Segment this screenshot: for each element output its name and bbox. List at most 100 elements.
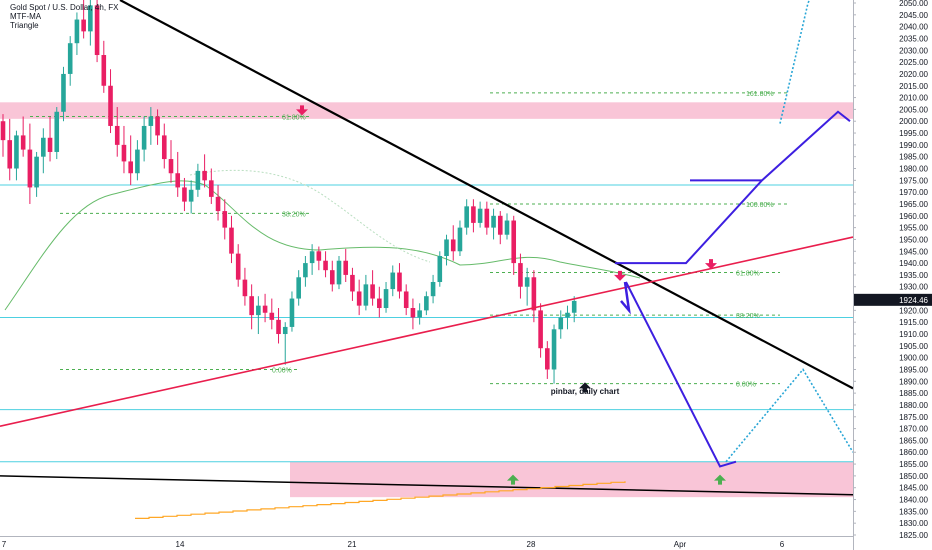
price-tick-label: 1995.00 (899, 129, 928, 138)
price-tick-label: 1840.00 (899, 496, 928, 505)
candle-body (256, 305, 261, 316)
pinbar-arrow-icon (579, 382, 591, 393)
candle-body (74, 19, 80, 44)
sell-arrow-icon (296, 105, 308, 116)
price-tick-label: 1890.00 (899, 377, 928, 386)
sell-arrow-icon (614, 270, 626, 281)
price-tick-label: 2035.00 (899, 34, 928, 43)
candle-body (323, 260, 328, 271)
candle-body (128, 161, 133, 174)
candle-body (444, 239, 449, 256)
candle-body (511, 220, 517, 264)
price-tick-label: 1850.00 (899, 472, 928, 481)
price-tick-label: 2030.00 (899, 46, 928, 55)
candle-body (484, 208, 490, 228)
ascending-trendline (0, 236, 854, 428)
candle-body (558, 317, 564, 330)
last-price-label: 1924.46 (899, 296, 928, 305)
price-tick-label: 2020.00 (899, 70, 928, 79)
candle-body (0, 121, 6, 141)
candle-body (47, 137, 53, 152)
price-tick-label: 2045.00 (899, 11, 928, 20)
candle-body (571, 300, 577, 313)
indicator-triangle[interactable]: Triangle (10, 21, 39, 30)
resistance-zone (0, 102, 853, 119)
candle-body (390, 272, 396, 290)
candle-body (504, 220, 510, 235)
fib-label: 161.80% (746, 91, 774, 98)
candle-body (437, 255, 443, 283)
candle-body (121, 144, 127, 162)
candle-body (343, 260, 349, 275)
chart-legend: Gold Spot / U.S. Dollar, 4h, FX MTF-MA T… (10, 3, 119, 30)
candle-body (309, 251, 315, 264)
candle-body (148, 116, 154, 126)
projection-paths (615, 0, 854, 468)
candle-body (329, 270, 335, 285)
candle-body (249, 296, 254, 316)
price-tick-label: 1960.00 (899, 212, 928, 221)
bullish-projection (615, 110, 851, 265)
indicator-mtf-ma[interactable]: MTF-MA (10, 12, 42, 21)
price-tick-label: 1920.00 (899, 306, 928, 315)
candle-body (101, 55, 107, 86)
candle-body (383, 289, 389, 309)
support-zone (290, 461, 853, 498)
price-tick-label: 2005.00 (899, 105, 928, 114)
price-tick-label: 1835.00 (899, 507, 928, 516)
price-tick-label: 1980.00 (899, 165, 928, 174)
price-tick-label: 1900.00 (899, 354, 928, 363)
candle-body (215, 196, 221, 212)
price-tick-label: 1870.00 (899, 425, 928, 434)
dotted-bounce-path (725, 368, 854, 463)
time-axis[interactable]: 7 14 21 28 Apr 6 (0, 536, 853, 550)
candle-body (34, 156, 39, 188)
candle-body (538, 310, 543, 349)
candle-body (61, 73, 66, 112)
price-tick-label: 1905.00 (899, 342, 928, 351)
candle-body (370, 284, 375, 299)
price-tick-label: 1915.00 (899, 318, 928, 327)
price-tick-label: 1950.00 (899, 235, 928, 244)
price-tick-label: 1935.00 (899, 271, 928, 280)
price-tick-label: 1875.00 (899, 413, 928, 422)
candle-body (296, 277, 301, 299)
candle-body (363, 284, 369, 306)
candle-body (450, 239, 456, 252)
candle-body (202, 170, 207, 181)
price-axis[interactable]: 2050.00 2045.00 2040.00 2035.00 2030.00 2025.… (853, 0, 932, 550)
time-tick-label: 21 (348, 540, 357, 549)
candle-body (289, 298, 295, 327)
candle-body (54, 111, 60, 152)
horizontal-levels (0, 184, 853, 463)
buy-arrow-icon (507, 474, 519, 485)
signal-arrows (296, 105, 726, 485)
price-tick-label: 1985.00 (899, 153, 928, 162)
price-tick-label: 1940.00 (899, 259, 928, 268)
candle-body (464, 206, 469, 228)
price-tick-label: 1825.00 (899, 531, 928, 540)
time-tick-label: 6 (780, 540, 785, 549)
candle-body (524, 277, 530, 287)
price-tick-label: 1975.00 (899, 176, 928, 185)
candle-body (175, 173, 181, 188)
price-tick-label: 1990.00 (899, 141, 928, 150)
bearish-projection (625, 281, 737, 468)
fib-label: 0.00% (272, 367, 292, 374)
price-tick-label: 1970.00 (899, 188, 928, 197)
lower-trendline (0, 475, 854, 496)
candle-body (188, 189, 194, 202)
fibonacci-levels: 61.80% 38.20% 0.00% 161.80% 100.00% 61.80% 38.… (30, 91, 790, 389)
fib-label: 38.20% (736, 313, 760, 320)
price-tick-label: 1860.00 (899, 448, 928, 457)
candle-body (457, 227, 463, 252)
price-tick-label: 1910.00 (899, 330, 928, 339)
candle-body (235, 253, 241, 280)
symbol-title[interactable]: Gold Spot / U.S. Dollar, 4h, FX (10, 3, 119, 12)
candle-body (377, 298, 382, 309)
candle-body (27, 149, 33, 188)
price-tick-label: 1945.00 (899, 247, 928, 256)
supply-demand-zones (0, 102, 853, 498)
candle-body (41, 137, 46, 157)
